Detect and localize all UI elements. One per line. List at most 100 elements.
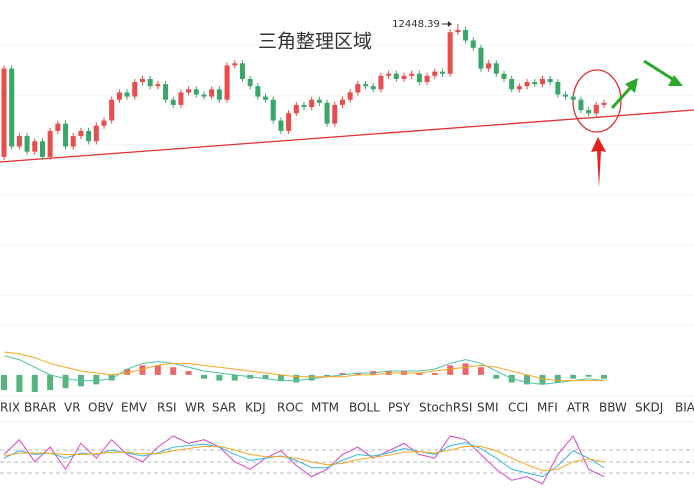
candle-body: [378, 75, 384, 90]
candle-body: [501, 73, 507, 79]
candle-body: [409, 73, 415, 76]
indicator-tab[interactable]: ATR: [567, 401, 590, 415]
annotation-arrow-head: [447, 21, 452, 27]
candle-body: [216, 89, 222, 100]
candle-body: [78, 130, 84, 137]
macd-bar: [554, 374, 561, 383]
candle-body: [401, 75, 407, 79]
indicator-tab[interactable]: SMI: [477, 401, 499, 415]
macd-bar: [477, 367, 484, 375]
candle-body: [263, 96, 269, 100]
candle-body: [570, 96, 576, 100]
indicator-tab[interactable]: BIA: [675, 401, 694, 415]
macd-bar: [201, 374, 207, 379]
candle-body: [24, 136, 30, 152]
candle-body: [86, 130, 92, 142]
arrow-shaft: [643, 59, 675, 82]
candle-body: [470, 40, 476, 48]
indicator-line: [3, 442, 605, 478]
macd-bar: [108, 374, 115, 381]
candle-body: [147, 78, 153, 87]
macd-bar: [231, 374, 238, 381]
green-arrow-down: [643, 59, 683, 86]
candle-body: [547, 78, 553, 83]
indicator-tab[interactable]: BBW: [599, 401, 627, 415]
macd-bar: [539, 374, 546, 385]
candle-body: [524, 82, 530, 87]
indicator-tab[interactable]: WR: [185, 401, 205, 415]
indicator-tab[interactable]: ROC: [277, 401, 303, 415]
candle-body: [301, 104, 307, 107]
macd-bar: [139, 365, 146, 375]
indicator-line: [3, 351, 604, 382]
green-arrow-up: [610, 78, 638, 110]
indicator-tab[interactable]: BRAR: [24, 401, 57, 415]
candle-body: [101, 120, 107, 126]
candle-body: [193, 89, 199, 95]
macd-bar: [570, 374, 577, 379]
indicator-tab[interactable]: SAR: [212, 401, 236, 415]
macd-bar: [185, 371, 192, 375]
indicator-tab[interactable]: StochRSI: [419, 401, 472, 415]
candle-body: [293, 104, 299, 114]
indicator-tab[interactable]: MTM: [311, 401, 339, 415]
candle-body: [209, 89, 215, 97]
annotation: 12448.39: [392, 19, 440, 30]
candle-body: [393, 73, 399, 79]
candle-body: [224, 65, 230, 100]
candle-body: [347, 92, 353, 100]
red-arrow: [591, 137, 606, 188]
candle-body: [109, 99, 115, 121]
candle-body: [32, 141, 38, 152]
indicator-tab[interactable]: BOLL: [349, 401, 380, 415]
indicator-tab[interactable]: KDJ: [245, 401, 266, 415]
candle-body: [1, 68, 7, 157]
indicator-tab[interactable]: OBV: [88, 401, 114, 415]
candle-body: [93, 125, 99, 142]
candle-body: [363, 84, 369, 87]
chart-title: 三角整理区域: [258, 31, 372, 53]
macd-bar: [62, 374, 69, 389]
macd-bar: [601, 374, 607, 379]
macd-bar: [1, 374, 7, 391]
indicator-tab[interactable]: EMV: [121, 401, 148, 415]
macd-bar: [524, 374, 531, 385]
indicator-tab[interactable]: RSI: [157, 401, 177, 415]
indicator-tab[interactable]: CCI: [508, 401, 528, 415]
indicator-tab[interactable]: VR: [64, 401, 81, 415]
candle-body: [539, 78, 545, 85]
indicator-tab[interactable]: PSY: [388, 401, 411, 415]
candle-body: [555, 82, 561, 95]
candle-body: [116, 92, 122, 100]
candle-body: [386, 73, 392, 76]
indicator-tab[interactable]: RIX: [0, 401, 20, 415]
macd-bar: [31, 374, 38, 392]
candle-body: [39, 141, 45, 157]
macd-bar: [462, 363, 469, 375]
candle-body: [170, 99, 176, 105]
candle-body: [370, 86, 376, 90]
candle-body: [47, 130, 53, 157]
candle-body: [578, 99, 584, 111]
macd-bar: [585, 374, 592, 377]
candle-body: [163, 84, 169, 100]
arrow-head: [625, 78, 638, 93]
candle-body: [270, 99, 276, 121]
indicator-line: [3, 355, 605, 385]
candle-body: [9, 68, 15, 147]
macd-bar: [154, 365, 161, 375]
macd-bar: [262, 374, 269, 379]
indicator-tab[interactable]: SKDJ: [635, 401, 663, 415]
indicator-tab[interactable]: MFI: [537, 401, 558, 415]
candle-body: [155, 84, 161, 87]
candle-body: [63, 123, 69, 147]
candle-body: [478, 47, 484, 69]
candle-body: [416, 73, 422, 83]
macd-bar: [124, 369, 131, 375]
macd-bar: [339, 372, 346, 375]
macd-bar: [324, 374, 331, 377]
candle-body: [55, 123, 61, 131]
macd-bar: [47, 374, 54, 391]
macd-bar: [16, 374, 23, 392]
